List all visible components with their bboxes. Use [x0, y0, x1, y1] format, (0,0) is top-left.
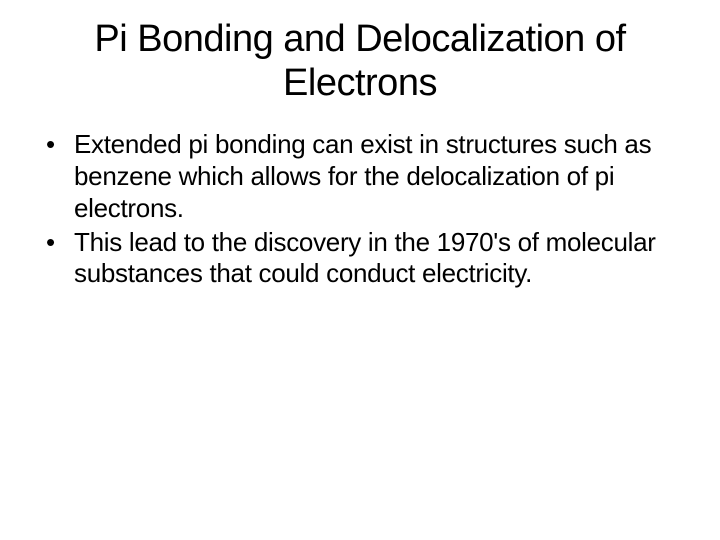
bullet-list: Extended pi bonding can exist in structu…: [28, 129, 692, 290]
bullet-item: This lead to the discovery in the 1970's…: [46, 227, 692, 290]
bullet-item: Extended pi bonding can exist in structu…: [46, 129, 692, 224]
slide-title: Pi Bonding and Delocalization of Electro…: [28, 18, 692, 105]
